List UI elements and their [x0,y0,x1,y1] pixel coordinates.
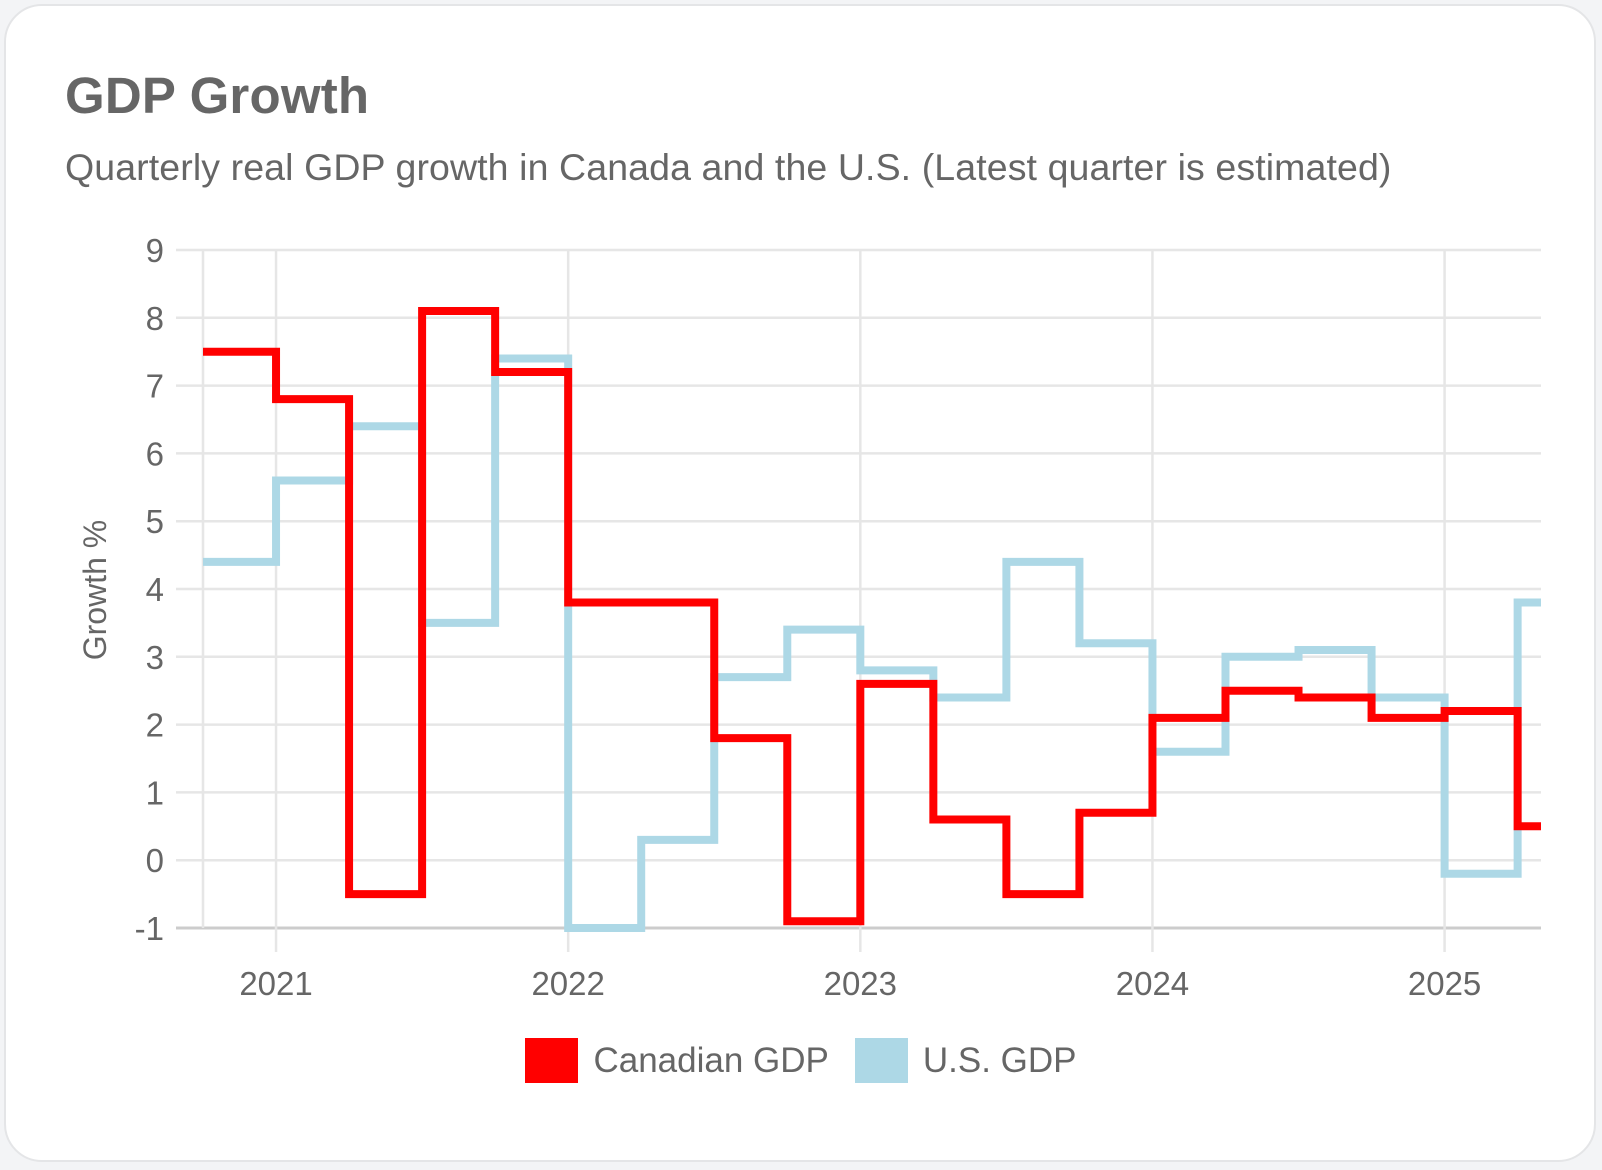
legend-label: Canadian GDP [593,1040,829,1080]
chart-card: GDP Growth Quarterly real GDP growth in … [4,4,1596,1162]
series-layer [203,307,1541,932]
x-tick-label: 2024 [1116,965,1189,1002]
x-tick-label: 2021 [239,965,312,1002]
legend-swatch-us-gdp [854,1038,908,1083]
axis-layer: 9 8 7 6 5 4 3 2 1 0 -1 2021 2022 2023 2024 2025 [135,232,1482,1002]
y-tick-label: 5 [146,503,164,540]
series-line-canadian-gdp [203,307,1541,926]
y-tick-label: 6 [146,435,164,472]
x-tick-label: 2023 [824,965,897,1002]
y-tick-label: 9 [146,232,164,269]
x-tick-label: 2022 [531,965,604,1002]
y-tick-label: 2 [146,707,164,744]
legend-label: U.S. GDP [922,1040,1077,1080]
x-tick-label: 2025 [1408,965,1481,1002]
chart-legend: Canadian GDP U.S. GDP [0,1038,1602,1083]
y-tick-label: -1 [135,910,164,947]
y-tick-label: 4 [146,571,164,608]
y-tick-label: 7 [146,368,164,405]
y-tick-label: 3 [146,639,164,676]
chart-title: GDP Growth [65,67,370,124]
y-tick-label: 0 [146,842,164,879]
legend-item-us-gdp[interactable]: U.S. GDP [854,1038,1077,1083]
legend-swatch-canadian-gdp [525,1038,579,1083]
y-tick-label: 1 [146,774,164,811]
y-tick-label: 8 [146,300,164,337]
series-line-us-gdp [203,354,1541,932]
y-axis-title: Growth % [77,520,113,660]
grid-layer [176,248,1541,952]
chart-subtitle: Quarterly real GDP growth in Canada and … [65,146,1392,188]
legend-item-canadian-gdp[interactable]: Canadian GDP [525,1038,829,1083]
